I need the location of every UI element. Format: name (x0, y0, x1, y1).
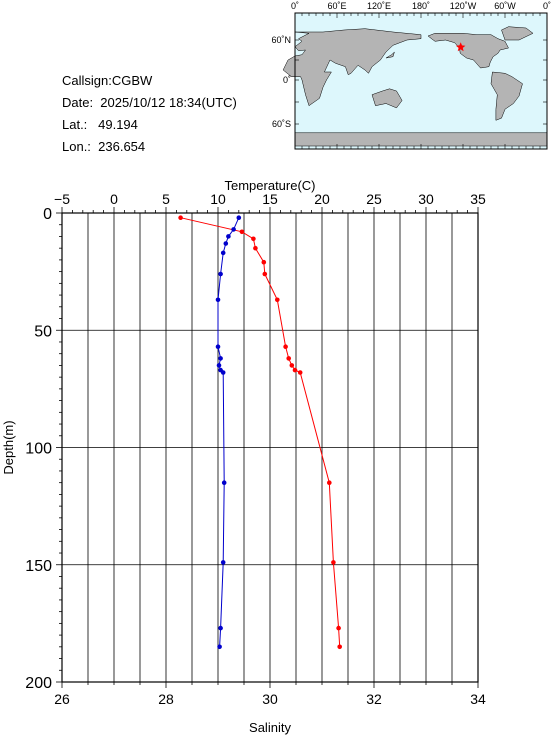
temperature-data-point (292, 367, 298, 373)
temperature-tick-label: 30 (418, 191, 434, 207)
temperature-data-point (261, 259, 267, 265)
temperature-tick-label: 35 (470, 191, 486, 207)
salinity-data-point (220, 250, 226, 256)
salinity-data-point (217, 644, 222, 650)
temperature-data-point (262, 271, 268, 277)
temperature-axis-label: Temperature(C) (224, 178, 315, 193)
salinity-data-point (215, 297, 221, 303)
depth-tick-label: 0 (43, 206, 52, 223)
temperature-tick-label: 25 (366, 191, 382, 207)
salinity-tick-label: 30 (262, 691, 278, 707)
world-map: 0˚ 60˚E 120˚E 180˚ 120˚W 60˚W 0˚ 60˚N 0˚ 60˚S (271, 1, 551, 150)
salinity-data-point (221, 480, 227, 486)
temperature-data-point (327, 480, 332, 486)
salinity-data-point (226, 234, 231, 239)
callsign-text: Callsign:CGBW (62, 73, 153, 88)
temperature-tick-label: 10 (210, 191, 226, 207)
temperature-data-point (286, 356, 292, 361)
temperature-data-point (239, 229, 245, 235)
map-landmass (282, 28, 422, 107)
temperature-data-point (251, 236, 256, 242)
depth-tick-label: 200 (25, 675, 52, 692)
salinity-data-point (218, 625, 223, 631)
salinity-tick-label: 28 (158, 691, 174, 707)
depth-tick-label: 100 (25, 441, 52, 458)
salinity-data-point (218, 356, 223, 361)
salinity-data-point (223, 241, 229, 246)
temperature-tick-label: 0 (110, 191, 118, 207)
salinity-series-line (217, 217, 240, 647)
temperature-series-line (180, 217, 341, 647)
salinity-data-point (220, 560, 226, 565)
map-lon-label: 0˚ (543, 1, 551, 11)
map-lat-label: 60˚N (271, 35, 291, 45)
map-lat-label: 60˚S (272, 119, 291, 129)
salinity-data-point (216, 363, 222, 368)
salinity-axis-label: Salinity (249, 720, 291, 735)
temperature-tick-label: 20 (314, 191, 330, 207)
temperature-tick-label: 15 (262, 191, 278, 207)
salinity-data-point (220, 370, 226, 375)
depth-tick-label: 50 (34, 323, 52, 340)
temperature-data-point (337, 644, 343, 650)
map-lon-label: 120˚E (367, 1, 391, 11)
latitude-text: Lat.: 49.194 (62, 117, 138, 132)
temperature-data-point (331, 560, 336, 565)
map-lon-label: 120˚W (450, 1, 477, 11)
map-lat-label: 0˚ (283, 75, 291, 85)
salinity-data-point (231, 227, 236, 232)
map-landmass (501, 26, 534, 41)
map-lon-label: 60˚W (494, 1, 516, 11)
map-landmass (427, 33, 509, 69)
salinity-tick-label: 32 (366, 691, 382, 707)
temperature-data-point (289, 363, 295, 368)
salinity-tick-label: 26 (54, 691, 70, 707)
depth-tick-label: 150 (25, 558, 52, 575)
temperature-tick-label: 5 (162, 191, 170, 207)
date-text: Date: 2025/10/12 18:34(UTC) (62, 95, 237, 110)
temperature-data-point (178, 215, 183, 220)
map-lon-label: 180˚ (412, 1, 430, 11)
temperature-tick-label: −5 (54, 191, 70, 207)
depth-axis-label: Depth(m) (1, 420, 16, 474)
temperature-data-point (283, 344, 288, 350)
longitude-text: Lon.: 236.654 (62, 139, 146, 154)
map-landmass (490, 71, 523, 121)
map-landmass (371, 88, 403, 109)
map-lon-label: 0˚ (291, 1, 299, 11)
salinity-tick-label: 34 (470, 691, 486, 707)
temperature-data-point (275, 297, 280, 303)
station-star-icon (455, 42, 466, 52)
map-lon-label: 60˚E (327, 1, 346, 11)
map-landmass (385, 51, 395, 59)
temperature-data-point (297, 370, 303, 375)
salinity-data-point (236, 215, 242, 220)
salinity-data-point (218, 271, 223, 277)
temperature-data-point (336, 625, 341, 631)
salinity-data-point (215, 344, 221, 350)
temperature-data-point (253, 245, 258, 251)
